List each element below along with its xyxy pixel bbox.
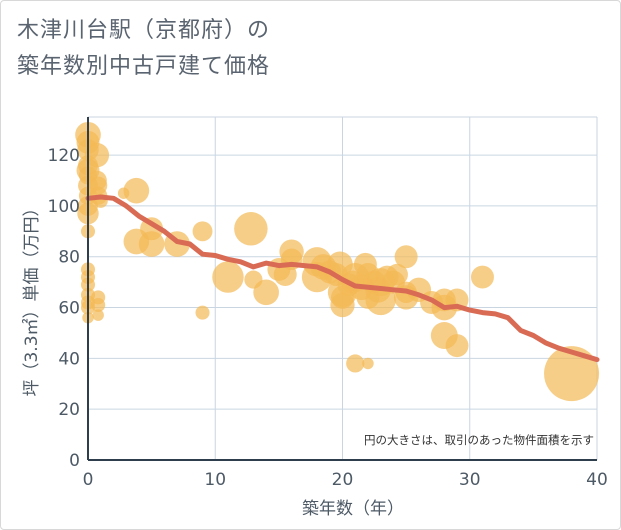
x-tick-label: 0 xyxy=(83,470,94,490)
x-tick-label: 20 xyxy=(332,470,354,490)
data-point xyxy=(346,354,365,373)
chart-title-line-2: 築年数別中古戸建て価格 xyxy=(17,54,271,79)
x-tick-label: 30 xyxy=(459,470,481,490)
data-point xyxy=(84,142,110,168)
chart-title: 木津川台駅（京都府）の 築年数別中古戸建て価格 xyxy=(17,13,270,85)
y-tick-label: 0 xyxy=(69,451,80,471)
trend-line xyxy=(85,194,600,363)
data-point xyxy=(212,261,244,293)
bubble-layer xyxy=(75,121,600,402)
y-tick-label: 40 xyxy=(58,349,80,369)
data-point xyxy=(123,177,150,204)
x-tick-label: 10 xyxy=(204,470,226,490)
y-tick-label: 100 xyxy=(48,197,80,217)
y-tick-label: 20 xyxy=(58,400,80,420)
x-tick-label: 40 xyxy=(586,470,608,490)
data-point xyxy=(138,231,165,257)
y-tick-label: 80 xyxy=(58,248,80,268)
data-point xyxy=(253,279,279,306)
y-axis-title: 坪（3.3㎡）単価（万円） xyxy=(22,199,42,396)
data-point xyxy=(362,357,374,370)
x-axis-title: 築年数（年） xyxy=(302,499,404,519)
y-tick-labels: 0 20 40 60 80 100 120 xyxy=(48,146,80,471)
data-point xyxy=(195,305,210,320)
y-tick-label: 120 xyxy=(48,146,80,166)
data-point xyxy=(544,346,600,402)
data-point xyxy=(386,263,408,286)
data-point xyxy=(470,265,494,289)
y-tick-label: 60 xyxy=(58,299,80,319)
data-point xyxy=(92,309,104,321)
data-point xyxy=(445,334,469,358)
data-point xyxy=(91,297,106,313)
x-tick-labels: 0 10 20 30 40 xyxy=(83,470,608,490)
data-point xyxy=(234,212,268,246)
data-point xyxy=(192,221,213,242)
bubble-size-note: 円の大きさは、取引のあった物件面積を示す xyxy=(364,433,594,447)
chart-title-line-1: 木津川台駅（京都府）の xyxy=(17,18,271,43)
data-point xyxy=(394,245,418,269)
